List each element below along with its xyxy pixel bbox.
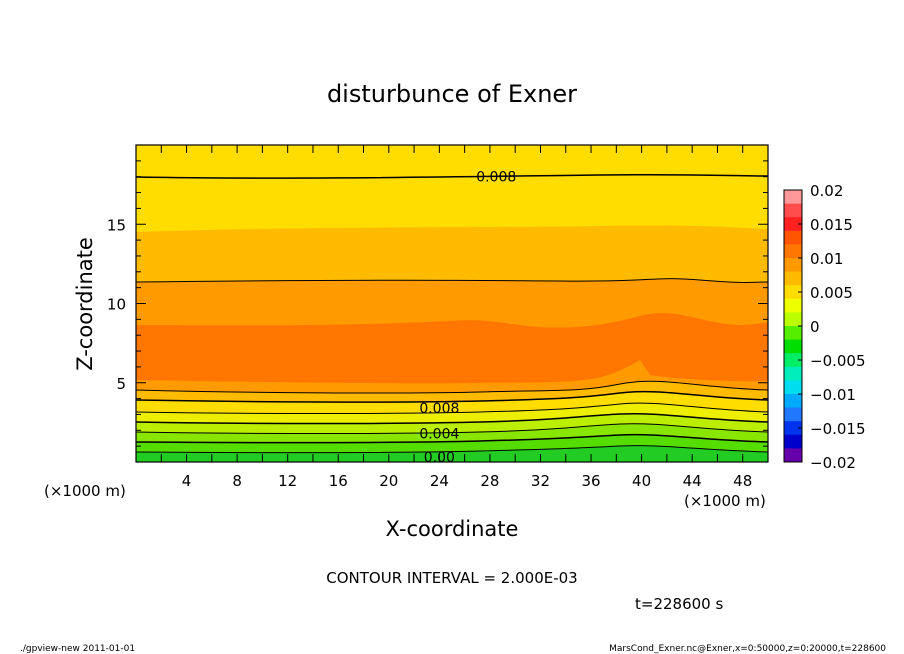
colorbar-swatch	[784, 258, 802, 273]
x-axis-label: X-coordinate	[386, 517, 519, 541]
x-tick-label: 24	[430, 472, 449, 490]
colorbar-label: 0.02	[810, 182, 843, 200]
colorbar-label: 0.005	[810, 284, 853, 302]
colorbar-label: −0.005	[810, 352, 866, 370]
colorbar-swatch	[784, 380, 802, 395]
y-tick-label: 15	[107, 216, 126, 234]
x-tick-label: 32	[531, 472, 550, 490]
contour-neg	[136, 445, 768, 454]
x-unit-label: (×1000 m)	[684, 492, 766, 510]
time-text: t=228600 s	[635, 595, 723, 613]
colorbar-swatch	[784, 285, 802, 300]
x-tick-label: 12	[278, 472, 297, 490]
colorbar-label: −0.02	[810, 454, 856, 472]
x-tick-label: 8	[232, 472, 242, 490]
contour-lines	[136, 173, 768, 454]
contour-0.008-lower	[136, 390, 768, 403]
contour-0.010-lower	[136, 380, 768, 394]
colorbar-swatch	[784, 203, 802, 218]
colorbar-swatch	[784, 353, 802, 368]
band-neg	[136, 445, 768, 462]
y-tick-label: 10	[107, 296, 126, 314]
footer-left: ./gpview-new 2011-01-01	[20, 644, 135, 654]
contour-0.010-upper	[136, 278, 768, 283]
colorbar-label: −0.01	[810, 386, 856, 404]
x-tick-label: 48	[733, 472, 752, 490]
y-tick-label: 5	[116, 375, 126, 393]
x-tick-label: 4	[182, 472, 192, 490]
colorbar-swatch	[784, 339, 802, 354]
colorbar: 0.02 0.015 0.01 0.005 0 −0.005 −0.01 −0.015 −0.0…	[783, 182, 866, 472]
colorbar-swatch	[784, 421, 802, 436]
chart-title: disturbunce of Exner	[327, 80, 577, 108]
colorbar-swatch	[784, 407, 802, 422]
colorbar-swatch	[784, 394, 802, 409]
contour-0.004	[136, 412, 768, 425]
colorbar-swatch	[784, 190, 802, 205]
x-tick-label: 16	[329, 472, 348, 490]
colorbar-swatch	[784, 217, 802, 232]
x-axis-ticks: 4 8 12 16 20 24 28 32 36 40 44 48	[160, 145, 752, 490]
contour-0.008-upper	[136, 173, 768, 179]
contour-label: 0.008	[419, 401, 459, 417]
colorbar-swatch	[784, 326, 802, 341]
colorbar-swatch	[784, 448, 802, 463]
y-axis-ticks: 5 10 15	[107, 160, 768, 447]
colorbar-swatch	[784, 312, 802, 327]
colorbar-swatch	[784, 230, 802, 245]
colorbar-swatch	[784, 244, 802, 259]
y-unit-label: (×1000 m)	[44, 482, 126, 500]
x-tick-label: 28	[480, 472, 499, 490]
colorbar-swatch	[784, 366, 802, 381]
x-tick-label: 36	[581, 472, 600, 490]
contour-0.000	[136, 433, 768, 444]
colorbar-label: 0.015	[810, 216, 853, 234]
contour-0.002	[136, 423, 768, 434]
x-tick-label: 44	[683, 472, 702, 490]
contour-interval-text: CONTOUR INTERVAL = 2.000E-03	[326, 569, 577, 587]
contour-label: 0.004	[419, 426, 459, 442]
colorbar-label: 0	[810, 318, 820, 336]
colorbar-swatch	[784, 271, 802, 286]
footer-right: MarsCond_Exner.nc@Exner,x=0:50000,z=0:20…	[609, 644, 886, 654]
colorbar-label: −0.015	[810, 420, 866, 438]
x-tick-label: 40	[632, 472, 651, 490]
colorbar-swatch	[784, 298, 802, 313]
y-axis-label: Z-coordinate	[73, 237, 97, 371]
x-tick-label: 20	[379, 472, 398, 490]
plot-area	[136, 145, 768, 462]
colorbar-swatch	[784, 434, 802, 449]
colorbar-label: 0.01	[810, 250, 843, 268]
contour-0.006	[136, 402, 768, 414]
contour-label: 0.008	[476, 170, 516, 186]
